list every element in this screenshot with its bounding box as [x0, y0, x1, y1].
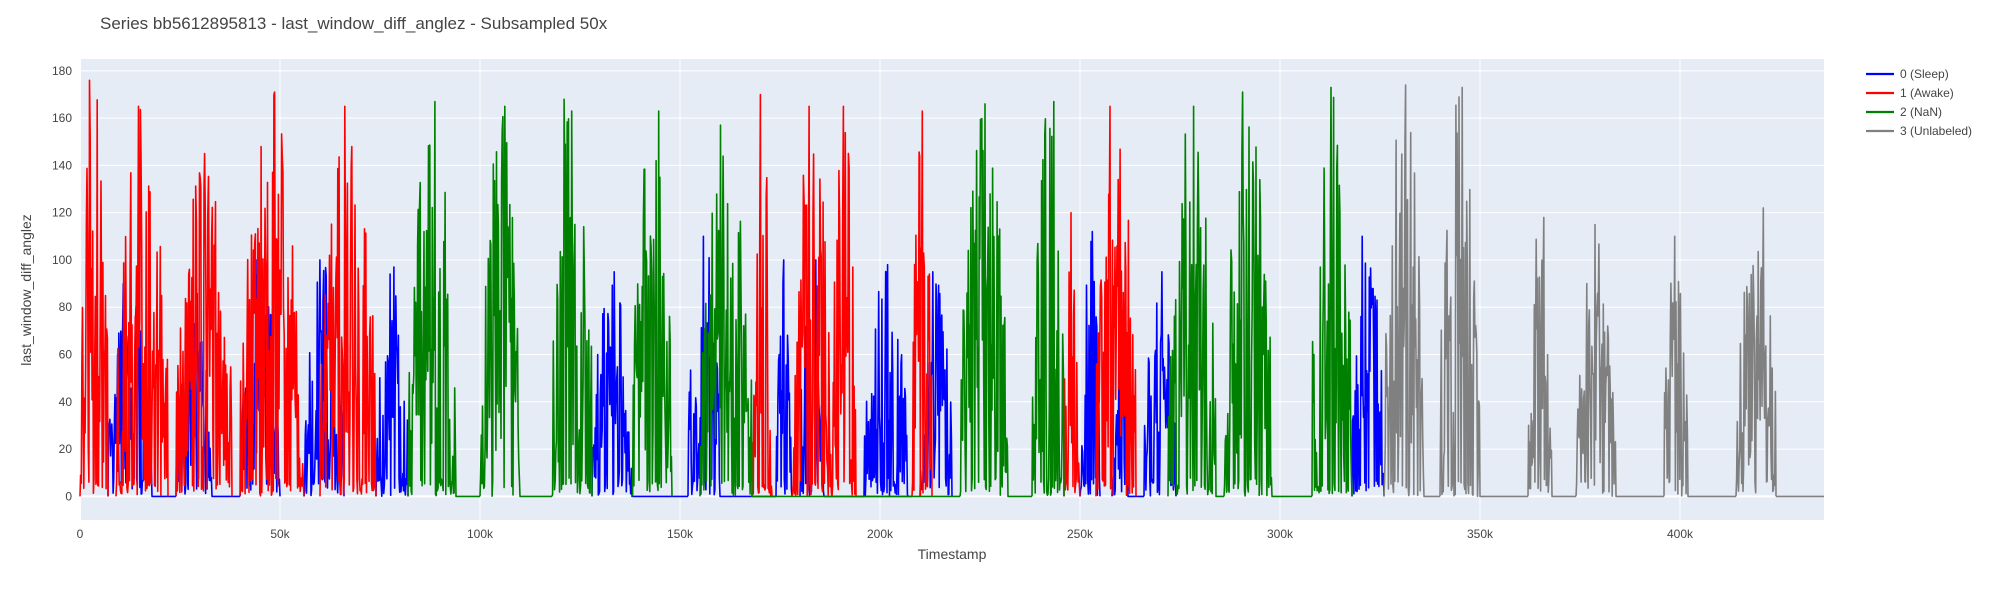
legend-label: 3 (Unlabeled)	[1900, 124, 1972, 138]
legend-label: 2 (NaN)	[1900, 105, 1942, 119]
y-tick-label: 120	[52, 206, 72, 220]
x-tick-label: 200k	[867, 527, 894, 541]
y-tick-label: 100	[52, 253, 72, 267]
x-axis-title: Timestamp	[918, 546, 987, 562]
series-line-1-awake	[79, 79, 1137, 498]
tick-labels: 0 20 40 60 80 100 120 140 160 180 0 50k 100k 150k 200k…	[52, 64, 1694, 541]
x-tick-label: 250k	[1067, 527, 1094, 541]
legend[interactable]: 0 (Sleep) 1 (Awake) 2 (NaN) 3 (Unlabeled)	[1866, 67, 1972, 138]
y-tick-label: 180	[52, 64, 72, 78]
y-tick-label: 20	[59, 442, 73, 456]
legend-item[interactable]: 0 (Sleep)	[1866, 67, 1949, 81]
y-tick-label: 40	[59, 395, 73, 409]
y-tick-label: 60	[59, 348, 73, 362]
x-tick-label: 50k	[270, 527, 290, 541]
x-tick-label: 300k	[1267, 527, 1294, 541]
legend-item[interactable]: 2 (NaN)	[1866, 105, 1942, 119]
x-tick-label: 150k	[667, 527, 694, 541]
legend-label: 1 (Awake)	[1900, 86, 1954, 100]
legend-item[interactable]: 3 (Unlabeled)	[1866, 124, 1972, 138]
y-tick-label: 0	[65, 489, 72, 503]
legend-item[interactable]: 1 (Awake)	[1866, 86, 1954, 100]
legend-label: 0 (Sleep)	[1900, 67, 1949, 81]
x-tick-label: 350k	[1467, 527, 1494, 541]
y-tick-label: 80	[59, 300, 73, 314]
series-line-2-nan	[407, 86, 1353, 498]
series-layer	[79, 79, 1824, 498]
x-tick-label: 0	[77, 527, 84, 541]
y-tick-label: 140	[52, 158, 72, 172]
y-axis-title: last_window_diff_anglez	[18, 214, 34, 366]
y-tick-label: 160	[52, 111, 72, 125]
series-line-3-unlabeled	[1383, 84, 1824, 498]
x-tick-label: 400k	[1667, 527, 1694, 541]
chart-title: Series bb5612895813 - last_window_diff_a…	[100, 14, 608, 33]
x-tick-label: 100k	[467, 527, 494, 541]
